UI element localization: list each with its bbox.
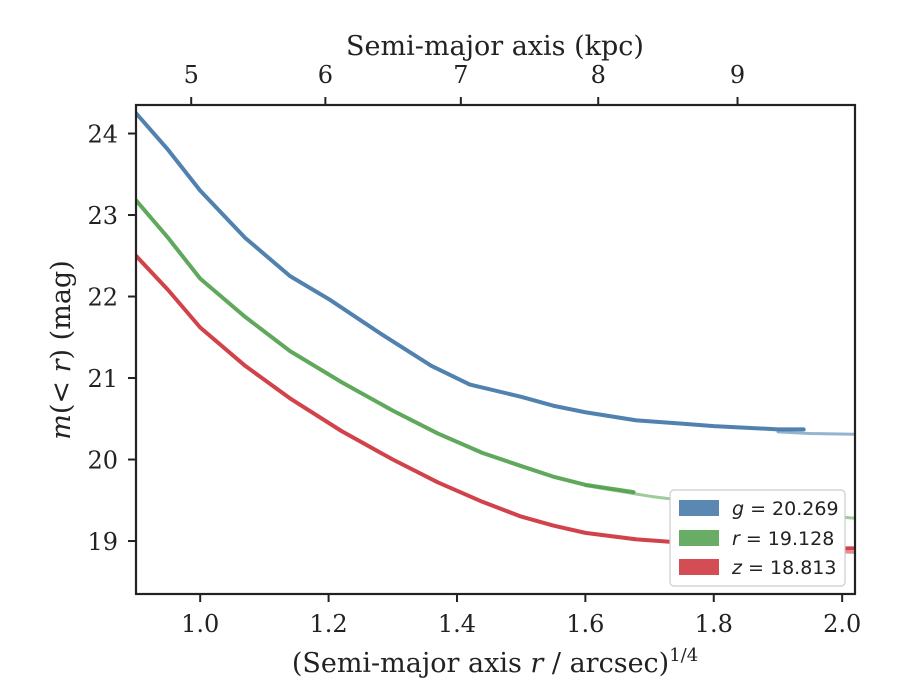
legend-label-r: r = 19.128 — [732, 528, 834, 550]
top-tick-label: 6 — [318, 61, 333, 89]
left-tick-label: 19 — [87, 528, 118, 556]
bottom-tick-label: 1.4 — [438, 610, 476, 638]
legend-swatch-g — [679, 500, 719, 516]
top-tick-label: 7 — [453, 61, 468, 89]
left-tick-label: 22 — [87, 284, 118, 312]
series-r-line — [136, 198, 636, 495]
left-axis-ticks: 19 20 21 22 23 24 — [87, 121, 136, 556]
series-g-extension-line — [776, 430, 855, 436]
top-axis-ticks: 5 6 7 8 9 — [184, 61, 745, 105]
bottom-tick-label: 1.2 — [310, 610, 348, 638]
top-axis-title: Semi-major axis (kpc) — [346, 31, 644, 62]
series-g-line — [136, 111, 806, 432]
legend-label-g: g = 20.269 — [732, 498, 839, 520]
top-tick-label: 5 — [184, 61, 199, 89]
legend: g = 20.269 r = 19.128 z = 18.813 — [669, 489, 846, 587]
bottom-tick-label: 2.0 — [823, 610, 861, 638]
legend-swatch-z — [679, 559, 719, 575]
top-tick-label: 8 — [591, 61, 606, 89]
left-tick-label: 24 — [87, 121, 118, 149]
bottom-tick-label: 1.0 — [181, 610, 219, 638]
top-tick-label: 9 — [730, 61, 745, 89]
left-axis-title: m(< r) (mag) — [46, 260, 77, 439]
bottom-tick-label: 1.8 — [695, 610, 733, 638]
legend-swatch-r — [679, 530, 719, 546]
left-tick-label: 20 — [87, 447, 118, 475]
legend-label-z: z = 18.813 — [731, 557, 836, 579]
left-tick-label: 21 — [87, 365, 118, 393]
bottom-tick-label: 1.6 — [566, 610, 604, 638]
left-tick-label: 23 — [87, 202, 118, 230]
plot-frame — [134, 103, 857, 596]
bottom-axis-title: (Semi-major axis r / arcsec)1/4 — [292, 645, 698, 679]
bottom-axis-ticks: 1.0 1.2 1.4 1.6 1.8 2.0 — [181, 594, 861, 638]
